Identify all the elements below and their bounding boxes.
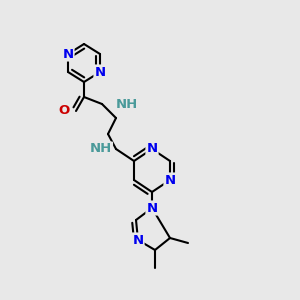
Text: N: N (146, 202, 158, 214)
Text: N: N (62, 47, 74, 61)
Text: N: N (94, 65, 106, 79)
Text: O: O (59, 104, 70, 118)
Text: NH: NH (90, 142, 112, 155)
Text: N: N (146, 142, 158, 155)
Text: N: N (132, 233, 144, 247)
Text: N: N (164, 173, 175, 187)
Text: NH: NH (116, 98, 138, 110)
